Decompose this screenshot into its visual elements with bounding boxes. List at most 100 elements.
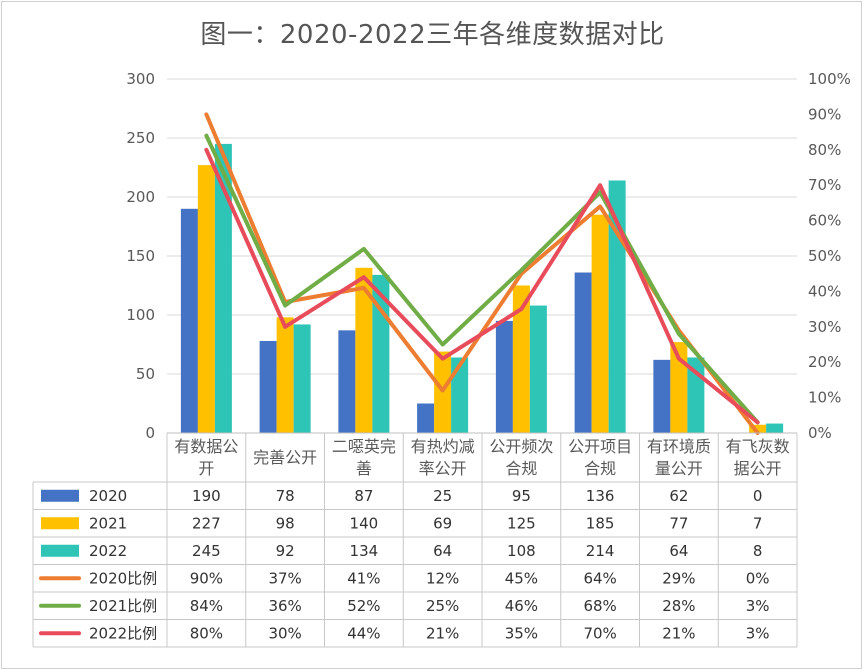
category-label: 公开项目	[568, 437, 632, 456]
category-label: 善	[356, 459, 372, 478]
bar-2020[interactable]	[259, 340, 277, 433]
bar-2022[interactable]	[214, 143, 232, 433]
category-label: 有热灼减	[411, 437, 475, 456]
legend-label-2022: 2022	[89, 542, 127, 560]
table-cell: 21%	[662, 624, 695, 642]
table-cell: 190	[192, 487, 221, 505]
table-cell: 64	[669, 542, 688, 560]
table-cell: 37%	[268, 569, 301, 587]
table-cell: 45%	[505, 569, 538, 587]
legend-key-2020	[41, 489, 79, 502]
table-cell: 52%	[347, 597, 380, 615]
line-2021比例[interactable]	[204, 133, 760, 425]
table-cell: 41%	[347, 569, 380, 587]
bar-2022[interactable]	[293, 324, 311, 433]
y-right-tick-label: 50%	[808, 247, 841, 265]
y-left-tick-label: 150	[126, 247, 155, 265]
table-cell: 98	[276, 514, 295, 532]
y-left-tick-label: 0	[145, 424, 155, 442]
legend-label-2020: 2020	[89, 487, 127, 505]
category-label: 二噁英完	[332, 437, 396, 456]
category-label: 完善公开	[253, 448, 317, 467]
table-cell: 87	[354, 487, 373, 505]
category-label: 公开频次	[489, 437, 553, 456]
bar-2021[interactable]	[749, 424, 767, 433]
y-right-tick-label: 10%	[808, 389, 841, 407]
table-cell: 25	[433, 487, 452, 505]
category-label: 有数据公	[174, 437, 238, 456]
table-cell: 0	[753, 487, 763, 505]
table-cell: 21%	[426, 624, 459, 642]
table-cell: 44%	[347, 624, 380, 642]
legend-label-2020比例: 2020比例	[89, 569, 157, 587]
table-cell: 29%	[662, 569, 695, 587]
line-2022比例[interactable]	[204, 147, 760, 425]
table-cell: 8	[753, 542, 763, 560]
table-cell: 69	[433, 514, 452, 532]
table-cell: 12%	[426, 569, 459, 587]
y-right-tick-label: 100%	[808, 70, 851, 88]
bar-2020[interactable]	[574, 272, 592, 433]
legend-label-2021比例: 2021比例	[89, 597, 157, 615]
bar-2021[interactable]	[591, 214, 609, 433]
table-cell: 214	[586, 542, 615, 560]
table-cell: 80%	[190, 624, 223, 642]
table-cell: 3%	[746, 624, 770, 642]
table-cell: 68%	[583, 597, 616, 615]
legend-key-2021	[41, 517, 79, 530]
bar-2021[interactable]	[197, 165, 215, 433]
bar-2020[interactable]	[338, 330, 356, 433]
category-label: 据公开	[734, 459, 782, 478]
table-cell: 62	[669, 487, 688, 505]
table-cell: 25%	[426, 597, 459, 615]
table-cell: 185	[586, 514, 615, 532]
y-left-tick-label: 250	[126, 129, 155, 147]
table-cell: 227	[192, 514, 221, 532]
table-cell: 90%	[190, 569, 223, 587]
category-label: 合规	[505, 459, 537, 478]
table-cell: 64%	[583, 569, 616, 587]
bar-2020[interactable]	[417, 403, 435, 434]
bar-2022[interactable]	[766, 423, 784, 433]
table-cell: 245	[192, 542, 221, 560]
y-right-tick-label: 30%	[808, 318, 841, 336]
table-cell: 78	[276, 487, 295, 505]
y-left-tick-label: 50	[136, 365, 155, 383]
y-right-tick-label: 0%	[808, 424, 832, 442]
table-cell: 35%	[505, 624, 538, 642]
table-cell: 0%	[746, 569, 770, 587]
bar-2021[interactable]	[512, 285, 530, 434]
bar-2021[interactable]	[670, 342, 688, 433]
category-label: 有环境质	[647, 437, 711, 456]
table-cell: 77	[669, 514, 688, 532]
y-left-tick-label: 300	[126, 70, 155, 88]
category-label: 量公开	[655, 459, 703, 478]
bar-2020[interactable]	[495, 320, 513, 433]
table-cell: 134	[350, 542, 379, 560]
category-label: 开	[198, 459, 214, 478]
bar-2022[interactable]	[451, 357, 469, 433]
bar-2022[interactable]	[529, 305, 547, 433]
bar-2020[interactable]	[180, 208, 198, 433]
table-cell: 140	[350, 514, 379, 532]
category-label: 合规	[584, 459, 616, 478]
category-label: 有飞灰数	[726, 437, 790, 456]
y-right-tick-label: 70%	[808, 176, 841, 194]
y-right-tick-label: 60%	[808, 212, 841, 230]
y-right-tick-label: 80%	[808, 141, 841, 159]
table-cell: 84%	[190, 597, 223, 615]
bar-2021[interactable]	[276, 317, 294, 433]
bar-2021[interactable]	[355, 267, 373, 433]
table-cell: 92	[276, 542, 295, 560]
table-cell: 64	[433, 542, 452, 560]
bar-2022[interactable]	[608, 180, 626, 433]
table-cell: 28%	[662, 597, 695, 615]
table-cell: 7	[753, 514, 763, 532]
category-label: 率公开	[419, 459, 467, 478]
y-left-tick-label: 200	[126, 188, 155, 206]
bar-2020[interactable]	[653, 359, 671, 433]
table-cell: 46%	[505, 597, 538, 615]
table-cell: 136	[586, 487, 615, 505]
